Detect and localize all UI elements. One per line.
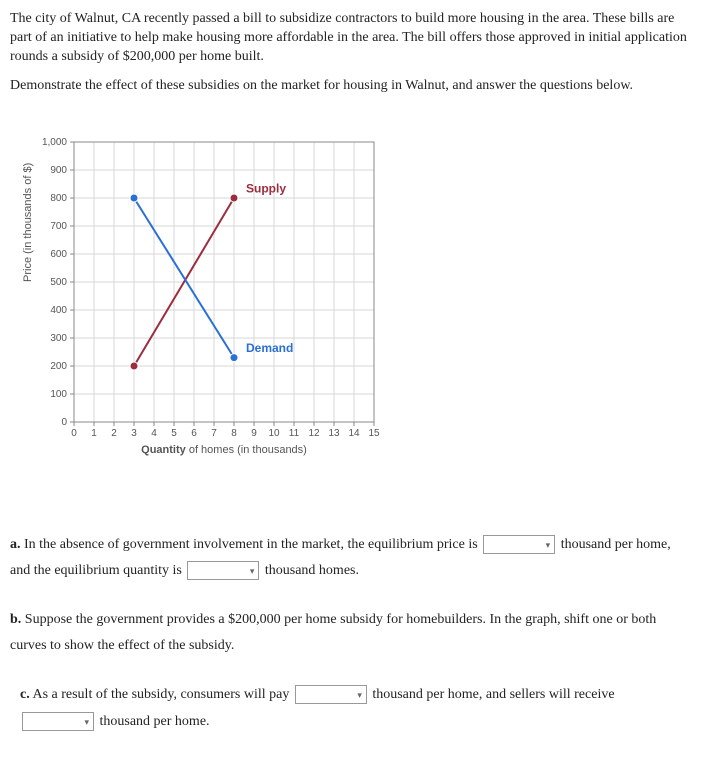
question-c-pre: As a result of the subsidy, consumers wi… bbox=[32, 687, 289, 702]
question-c-letter: c. bbox=[20, 687, 30, 702]
y-tick-label: 700 bbox=[50, 221, 67, 232]
x-tick-label: 11 bbox=[289, 428, 300, 439]
question-c-post: thousand per home. bbox=[100, 714, 210, 729]
y-tick-label: 200 bbox=[50, 361, 67, 372]
equilibrium-quantity-dropdown[interactable] bbox=[187, 561, 259, 580]
question-c-mid: thousand per home, and sellers will rece… bbox=[372, 687, 614, 702]
x-tick-label: 1 bbox=[91, 428, 97, 439]
x-tick-label: 6 bbox=[191, 428, 197, 439]
supply-demand-chart[interactable]: Price (in thousands of $) 01002003004005… bbox=[38, 132, 691, 472]
demand-point[interactable] bbox=[230, 353, 238, 361]
supply-point[interactable] bbox=[230, 194, 238, 202]
intro-paragraph-2: Demonstrate the effect of these subsidie… bbox=[10, 77, 691, 96]
x-tick-label: 7 bbox=[211, 428, 217, 439]
supply-label: Supply bbox=[246, 181, 286, 195]
x-tick-label: 10 bbox=[268, 428, 280, 439]
x-tick-label: 8 bbox=[231, 428, 237, 439]
question-b: b. Suppose the government provides a $20… bbox=[10, 607, 691, 660]
chart-svg: 01002003004005006007008009001,0000123456… bbox=[38, 132, 398, 462]
equilibrium-price-dropdown[interactable] bbox=[483, 535, 555, 554]
y-tick-label: 600 bbox=[50, 249, 67, 260]
question-a-pre: In the absence of government involvement… bbox=[24, 537, 478, 552]
y-tick-label: 1,000 bbox=[42, 137, 67, 148]
x-tick-label: 13 bbox=[328, 428, 340, 439]
y-tick-label: 300 bbox=[50, 333, 67, 344]
seller-price-dropdown[interactable] bbox=[22, 712, 94, 731]
y-tick-label: 900 bbox=[50, 165, 67, 176]
x-tick-label: 2 bbox=[111, 428, 117, 439]
question-a: a. In the absence of government involvem… bbox=[10, 532, 691, 585]
x-tick-label: 9 bbox=[251, 428, 257, 439]
x-tick-label: 4 bbox=[151, 428, 157, 439]
y-tick-label: 400 bbox=[50, 305, 67, 316]
question-b-text: Suppose the government provides a $200,0… bbox=[10, 612, 656, 654]
demand-label: Demand bbox=[246, 341, 293, 355]
question-a-letter: a. bbox=[10, 537, 21, 552]
x-tick-label: 0 bbox=[71, 428, 77, 439]
x-tick-label: 3 bbox=[131, 428, 137, 439]
question-b-letter: b. bbox=[10, 612, 21, 627]
y-tick-label: 500 bbox=[50, 277, 67, 288]
intro-paragraph-1: The city of Walnut, CA recently passed a… bbox=[10, 10, 691, 67]
y-axis-label: Price (in thousands of $) bbox=[22, 162, 34, 281]
y-tick-label: 0 bbox=[61, 417, 67, 428]
supply-point[interactable] bbox=[130, 362, 138, 370]
x-tick-label: 15 bbox=[368, 428, 380, 439]
demand-point[interactable] bbox=[130, 194, 138, 202]
x-tick-label: 14 bbox=[348, 428, 360, 439]
x-axis-label: Quantity of homes (in thousands) bbox=[74, 444, 374, 456]
x-tick-label: 5 bbox=[171, 428, 177, 439]
x-tick-label: 12 bbox=[308, 428, 320, 439]
y-tick-label: 100 bbox=[50, 389, 67, 400]
y-tick-label: 800 bbox=[50, 193, 67, 204]
consumer-price-dropdown[interactable] bbox=[295, 685, 367, 704]
question-a-post: thousand homes. bbox=[265, 563, 359, 578]
question-c: c. As a result of the subsidy, consumers… bbox=[20, 682, 691, 735]
